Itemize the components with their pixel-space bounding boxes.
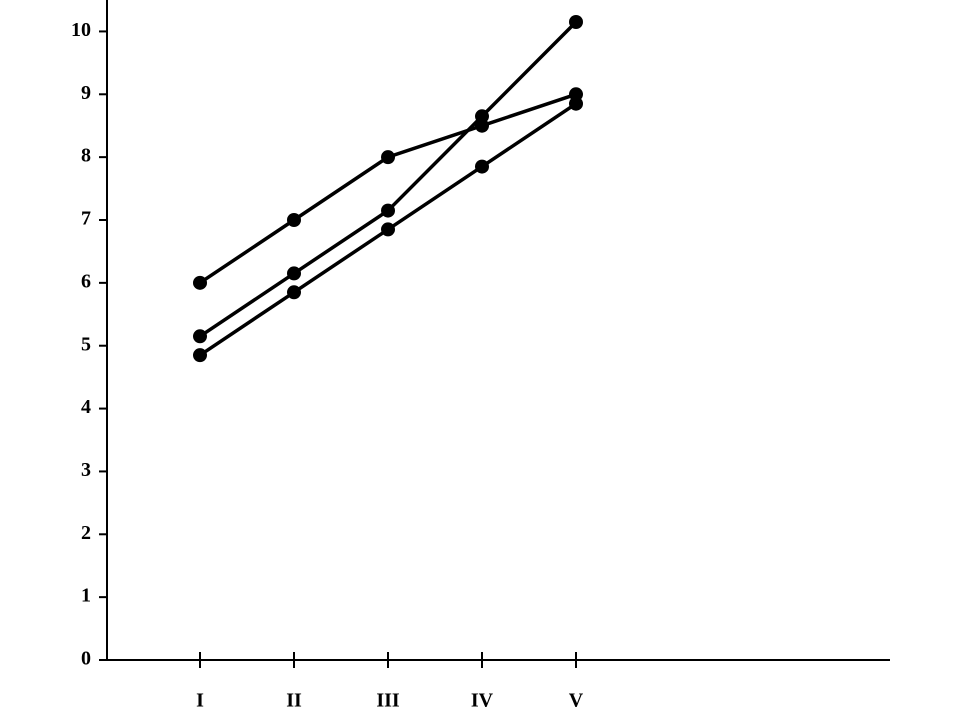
point <box>287 285 301 300</box>
point <box>381 203 395 218</box>
series-line <box>199 92 577 285</box>
point <box>381 222 395 237</box>
point <box>569 15 583 29</box>
y-tick-label: 9 <box>81 82 91 104</box>
y-tick-label: 3 <box>81 459 91 481</box>
y-tick-label: 1 <box>81 585 91 607</box>
x-tick-label: IV <box>471 690 494 712</box>
point <box>381 150 395 165</box>
y-tick-label: 2 <box>81 522 91 544</box>
y-tick-label: 0 <box>81 648 91 670</box>
point <box>193 275 207 290</box>
x-tick-label: II <box>286 690 302 712</box>
y-tick-label: 8 <box>81 145 91 167</box>
y-tick-label: 10 <box>71 19 91 41</box>
x-tick-label: V <box>569 690 584 712</box>
series-line <box>199 20 578 338</box>
point <box>193 348 207 363</box>
y-tick-label: 7 <box>81 208 91 230</box>
y-tick-label: 5 <box>81 333 91 355</box>
point <box>193 329 207 344</box>
x-tick-label: III <box>376 690 400 712</box>
point <box>287 213 301 227</box>
point <box>287 266 301 281</box>
point <box>475 109 489 124</box>
x-tick-label: I <box>196 690 204 712</box>
y-tick-label: 4 <box>81 396 91 418</box>
y-tick-label: 6 <box>81 270 91 292</box>
point <box>475 159 489 174</box>
point <box>569 96 583 111</box>
